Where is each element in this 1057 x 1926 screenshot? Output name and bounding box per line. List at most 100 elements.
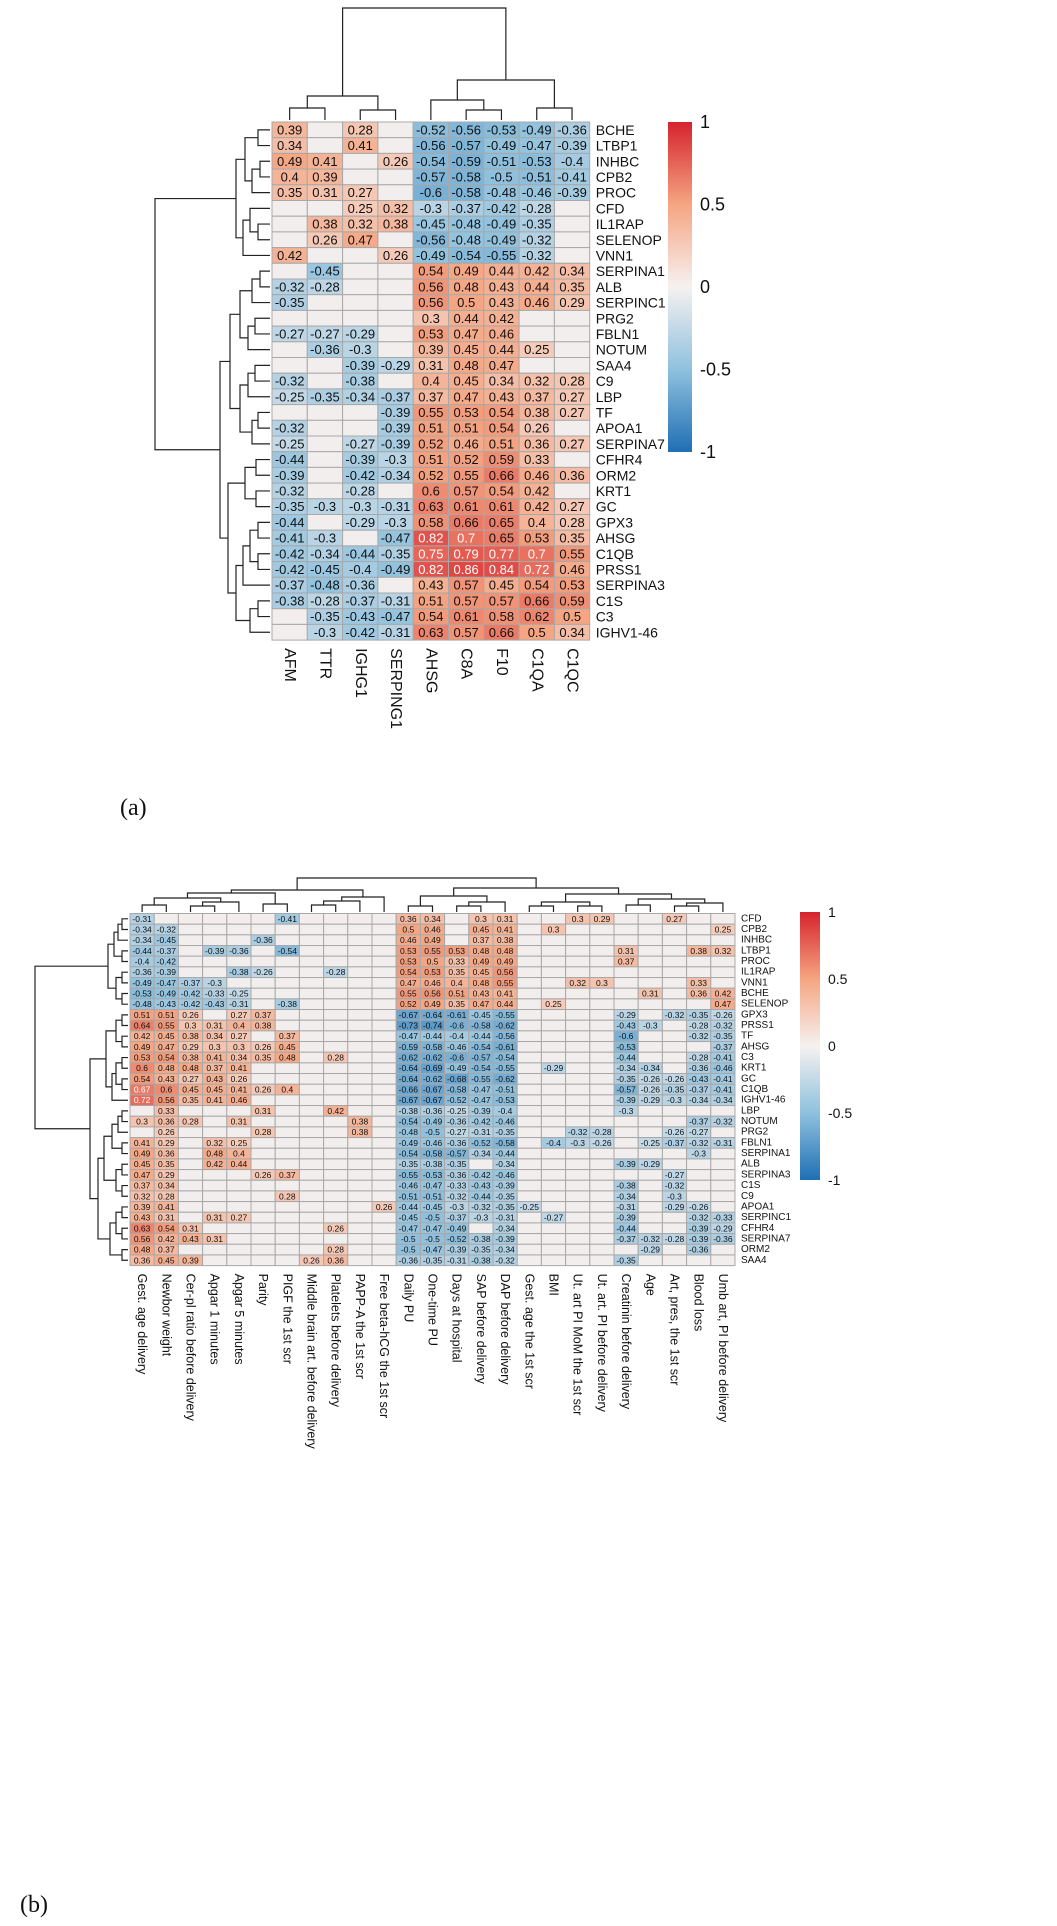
empty-cell — [589, 934, 615, 947]
empty-cell — [589, 1201, 615, 1213]
row-label: BCHE — [741, 988, 769, 999]
empty-cell — [371, 1190, 397, 1203]
empty-cell — [177, 966, 204, 979]
row-label: C1QB — [741, 1084, 769, 1095]
cell-label: 0.26 — [376, 1202, 393, 1212]
cell-label: 0.46 — [524, 468, 549, 483]
empty-cell — [540, 1254, 567, 1267]
cell-label: -0.35 — [522, 217, 552, 232]
empty-cell — [589, 923, 615, 936]
cell-label: 0.7 — [528, 546, 546, 561]
cell-label: 0.36 — [158, 1117, 175, 1127]
cell-label: 0.31 — [158, 1213, 175, 1223]
empty-cell — [553, 451, 591, 468]
empty-cell — [565, 1254, 591, 1267]
empty-cell — [347, 1254, 373, 1267]
cell-label: 0.64 — [134, 1021, 151, 1031]
row-label: CFHR4 — [741, 1223, 775, 1234]
row-label: PRG2 — [741, 1127, 769, 1138]
row-label: C1S — [741, 1180, 761, 1191]
empty-cell — [540, 1030, 567, 1043]
empty-cell — [686, 1169, 712, 1181]
cell-label: -0.32 — [275, 279, 305, 294]
cell-label: -0.39 — [557, 138, 587, 153]
empty-cell — [710, 1105, 736, 1117]
empty-cell — [323, 1019, 349, 1032]
cell-label: 0.54 — [489, 483, 514, 498]
row-label: CFHR4 — [596, 452, 643, 468]
row-label: BCHE — [596, 122, 635, 138]
empty-cell — [371, 1062, 397, 1075]
cell-label: 0.41 — [497, 925, 514, 935]
cell-label: 0.65 — [489, 531, 514, 546]
cell-label: 0.48 — [134, 1245, 151, 1255]
empty-cell — [371, 1115, 397, 1128]
cell-label: 0.52 — [400, 999, 417, 1009]
empty-cell — [540, 1190, 567, 1203]
cell-label: -0.56 — [451, 122, 481, 137]
row-label: PRSS1 — [596, 561, 642, 577]
cell-label: 0.43 — [158, 1074, 175, 1084]
empty-cell — [226, 1222, 252, 1235]
empty-cell — [516, 1254, 542, 1267]
cell-label: -0.42 — [471, 1170, 491, 1180]
cell-label: -0.36 — [447, 1170, 467, 1180]
empty-cell — [274, 977, 300, 989]
empty-cell — [177, 1126, 204, 1139]
cell-label: -0.34 — [495, 1223, 515, 1233]
empty-cell — [323, 1094, 349, 1107]
empty-cell — [271, 309, 308, 327]
column-label: Newbor weight — [159, 1274, 173, 1357]
cell-label: 0.35 — [277, 185, 302, 200]
empty-cell — [371, 1233, 397, 1245]
empty-cell — [661, 1243, 688, 1256]
column-dendrogram — [289, 7, 573, 120]
empty-cell — [637, 934, 663, 947]
cell-label: -0.3 — [474, 1213, 489, 1223]
cell-label: -0.6 — [619, 1031, 634, 1041]
cell-label: 0.4 — [233, 1149, 245, 1159]
empty-cell — [226, 1254, 252, 1267]
cell-label: 0.45 — [134, 1159, 151, 1169]
empty-cell — [323, 955, 349, 968]
cell-label: -0.38 — [345, 374, 375, 389]
row-label: NOTUM — [741, 1116, 778, 1127]
cell-label: 0.82 — [418, 531, 443, 546]
cell-label: 0.34 — [424, 914, 441, 924]
empty-cell — [710, 1243, 736, 1256]
empty-cell — [637, 923, 663, 936]
row-label: FBLN1 — [741, 1137, 773, 1148]
cell-label: 0.26 — [312, 232, 337, 247]
empty-cell — [589, 1030, 615, 1043]
empty-cell — [274, 955, 300, 968]
empty-cell — [306, 514, 344, 531]
cell-label: -0.43 — [471, 1181, 491, 1191]
empty-cell — [553, 419, 591, 437]
empty-cell — [468, 1222, 494, 1235]
row-label: VNN1 — [596, 247, 634, 263]
cell-label: -0.35 — [381, 546, 411, 561]
empty-cell — [271, 215, 308, 233]
empty-cell — [540, 1073, 567, 1085]
empty-cell — [347, 1211, 373, 1224]
cell-label: 0.45 — [206, 1085, 223, 1095]
empty-cell — [298, 1179, 325, 1192]
cell-label: 0.48 — [473, 946, 490, 956]
empty-cell — [298, 1158, 325, 1171]
column-label: Platelets before delivery — [329, 1274, 343, 1408]
cell-label: -0.29 — [641, 1245, 661, 1255]
cell-label: 0.37 — [473, 935, 490, 945]
empty-cell — [177, 1169, 204, 1181]
cell-label: -0.39 — [345, 358, 375, 373]
empty-cell — [371, 1211, 397, 1224]
cell-label: 0.31 — [182, 1223, 199, 1233]
cell-label: -0.37 — [713, 1042, 733, 1052]
cell-label: -0.3 — [207, 978, 222, 988]
cell-label: -0.26 — [253, 967, 273, 977]
empty-cell — [274, 923, 300, 936]
cell-label: -0.41 — [713, 1085, 733, 1095]
empty-cell — [371, 1094, 397, 1107]
cell-label: 0.62 — [524, 609, 549, 624]
cell-label: -0.48 — [310, 578, 340, 593]
cell-label: -0.56 — [416, 138, 446, 153]
